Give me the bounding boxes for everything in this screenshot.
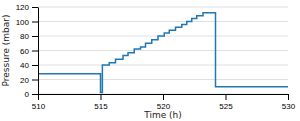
y-tick: 100 bbox=[16, 18, 38, 27]
grid-line bbox=[38, 50, 288, 51]
x-axis-title: Time (h) bbox=[143, 110, 182, 120]
y-tick-label: 60 bbox=[20, 47, 29, 56]
x-tick-mark bbox=[101, 94, 102, 100]
x-tick: 530 bbox=[282, 94, 296, 111]
grid-line bbox=[38, 79, 288, 80]
y-axis-title: Pressure (mbar) bbox=[1, 14, 11, 86]
y-tick-label: 0 bbox=[25, 90, 30, 99]
y-tick-label: 80 bbox=[20, 32, 29, 41]
y-tick: 120 bbox=[16, 3, 38, 12]
y-axis: 0 20 40 60 80 100 120 bbox=[16, 3, 39, 99]
y-tick-label: 120 bbox=[16, 3, 30, 12]
x-tick-mark bbox=[38, 94, 39, 100]
y-tick: 40 bbox=[20, 61, 38, 70]
y-tick-label: 100 bbox=[16, 18, 30, 27]
x-axis: 510 515 520 525 530 bbox=[32, 94, 296, 111]
chart-container: 510 515 520 525 530 0 20 40 60 80 100 120 Time (h) Pr… bbox=[0, 0, 300, 121]
x-tick: 510 bbox=[32, 94, 46, 111]
y-tick-mark bbox=[32, 65, 38, 66]
x-tick-mark bbox=[163, 94, 164, 100]
x-tick: 525 bbox=[219, 94, 233, 111]
x-tick-label: 525 bbox=[219, 102, 233, 111]
y-tick: 0 bbox=[25, 90, 38, 99]
grid-line bbox=[38, 21, 288, 22]
y-tick: 20 bbox=[20, 76, 38, 85]
y-tick-mark bbox=[32, 22, 38, 23]
y-tick-mark bbox=[32, 36, 38, 37]
y-tick-mark bbox=[32, 94, 38, 95]
x-tick-label: 510 bbox=[32, 102, 46, 111]
plot-area bbox=[38, 13, 288, 93]
grid-line bbox=[38, 7, 288, 8]
y-tick: 60 bbox=[20, 47, 38, 56]
data-line bbox=[38, 13, 288, 93]
y-tick-mark bbox=[32, 80, 38, 81]
y-axis-line bbox=[38, 8, 39, 95]
grid bbox=[38, 7, 288, 94]
x-tick-mark bbox=[288, 94, 289, 100]
y-tick: 80 bbox=[20, 32, 38, 41]
x-tick: 520 bbox=[157, 94, 171, 111]
x-tick: 515 bbox=[94, 94, 108, 111]
y-tick-label: 40 bbox=[20, 61, 29, 70]
grid-line bbox=[38, 65, 288, 66]
y-tick-mark bbox=[32, 7, 38, 8]
x-tick-mark bbox=[226, 94, 227, 100]
y-tick-label: 20 bbox=[20, 76, 29, 85]
x-tick-label: 530 bbox=[282, 102, 296, 111]
x-tick-label: 515 bbox=[94, 102, 108, 111]
chart-svg: 510 515 520 525 530 0 20 40 60 80 100 120 Time (h) Pr… bbox=[0, 0, 300, 121]
y-tick-mark bbox=[32, 51, 38, 52]
